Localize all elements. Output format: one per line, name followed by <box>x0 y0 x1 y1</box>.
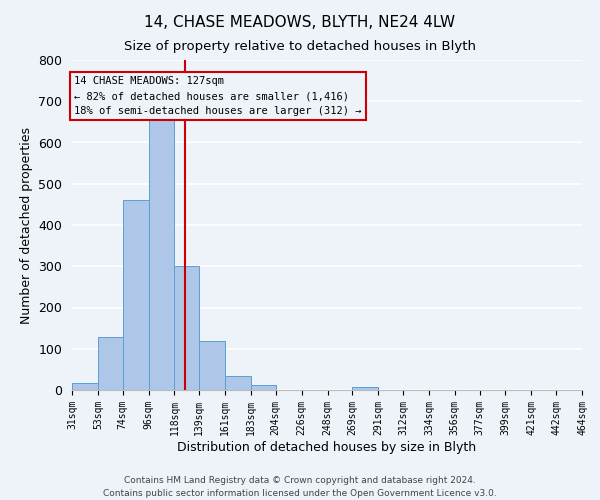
Bar <box>98 337 122 390</box>
Bar <box>122 200 149 390</box>
Y-axis label: Number of detached properties: Number of detached properties <box>20 126 33 324</box>
Text: 14 CHASE MEADOWS: 127sqm
← 82% of detached houses are smaller (1,416)
18% of sem: 14 CHASE MEADOWS: 127sqm ← 82% of detach… <box>74 76 362 116</box>
Text: Size of property relative to detached houses in Blyth: Size of property relative to detached ho… <box>124 40 476 53</box>
Bar <box>199 342 225 390</box>
X-axis label: Distribution of detached houses by size in Blyth: Distribution of detached houses by size … <box>178 440 476 454</box>
Bar <box>225 376 251 390</box>
Bar <box>251 385 276 390</box>
Bar <box>72 382 98 390</box>
Text: Contains HM Land Registry data © Crown copyright and database right 2024.
Contai: Contains HM Land Registry data © Crown c… <box>103 476 497 498</box>
Bar <box>352 386 378 390</box>
Text: 14, CHASE MEADOWS, BLYTH, NE24 4LW: 14, CHASE MEADOWS, BLYTH, NE24 4LW <box>145 15 455 30</box>
Bar <box>149 116 175 390</box>
Bar <box>175 266 199 390</box>
